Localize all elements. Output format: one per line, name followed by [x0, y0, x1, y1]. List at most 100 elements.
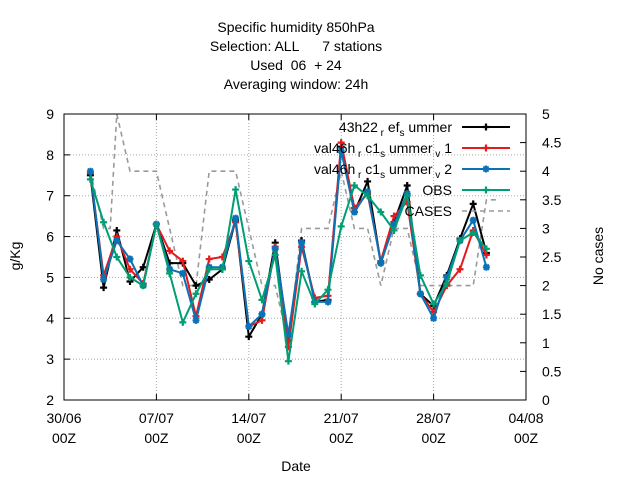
series-point-0	[245, 333, 253, 341]
series-point-0	[139, 263, 147, 271]
series-point-3	[403, 192, 411, 200]
y2-tick-label: 2	[542, 278, 550, 294]
y2-tick-label: 3	[542, 220, 550, 236]
series-point-2	[337, 147, 345, 155]
series-point-0	[100, 284, 108, 292]
y2-tick-label: 0	[542, 392, 550, 408]
series-point-0	[469, 200, 477, 208]
y2-tick-label: 1	[542, 335, 550, 351]
legend-label-2: val46h r c1s ummer v 2	[314, 161, 452, 181]
series-point-2	[258, 310, 266, 318]
series-point-3	[271, 251, 279, 259]
series-point-3	[126, 273, 134, 281]
series-point-1	[456, 265, 464, 273]
x-tick-label-date: 07/07	[139, 410, 174, 426]
legend-marker-2	[482, 165, 490, 173]
series-point-3	[284, 357, 292, 365]
series-point-2	[100, 275, 108, 283]
y-tick-label: 2	[46, 392, 54, 408]
series-point-3	[443, 280, 451, 288]
series-point-3	[469, 228, 477, 236]
y2-tick-label: 0.5	[542, 363, 562, 379]
series-point-3	[430, 300, 438, 308]
series-point-2	[390, 220, 398, 228]
series-point-2	[179, 269, 187, 277]
series-point-2	[482, 263, 490, 271]
series-point-2	[416, 290, 424, 298]
series-point-3	[179, 318, 187, 326]
chart-title: Specific humidity 850hPa Selection: ALL …	[210, 19, 382, 92]
series-point-3	[245, 257, 253, 265]
series-layer	[86, 139, 490, 365]
y2-axis-label: No cases	[590, 227, 606, 285]
x-tick-label-hour: 00Z	[144, 430, 169, 446]
legend-marker-0	[482, 123, 490, 131]
series-point-3	[86, 175, 94, 183]
series-point-3	[205, 265, 213, 273]
y-axis-label: g/Kg	[7, 242, 23, 271]
series-point-3	[456, 237, 464, 245]
series-point-3	[100, 218, 108, 226]
y-tick-label: 8	[46, 147, 54, 163]
title-line-2: Selection: ALL 7 stations	[210, 38, 382, 54]
series-point-3	[482, 245, 490, 253]
series-point-2	[364, 188, 372, 196]
series-point-2	[166, 265, 174, 273]
y-tick-label: 6	[46, 229, 54, 245]
axes: 2 3 4 5 6 7 8 9 0 0.5 1 1.5 2 2.5 3 3.5 4 4.5 5 30/06 00Z 07/…	[46, 106, 561, 446]
cases-layer	[89, 113, 500, 343]
series-point-3	[258, 296, 266, 304]
series-point-2	[469, 216, 477, 224]
series-point-2	[298, 239, 306, 247]
series-point-3	[139, 282, 147, 290]
series-point-2	[430, 314, 438, 322]
series-point-3	[364, 192, 372, 200]
x-tick-label-hour: 00Z	[422, 430, 447, 446]
series-point-3	[337, 222, 345, 230]
legend-label-4: CASES	[405, 203, 452, 219]
series-point-3	[311, 300, 319, 308]
series-point-1	[205, 255, 213, 263]
x-tick-label-hour: 00Z	[514, 430, 539, 446]
x-tick-label-hour: 00Z	[329, 430, 354, 446]
series-point-2	[245, 322, 253, 330]
series-point-1	[258, 316, 266, 324]
series-point-1	[337, 139, 345, 147]
series-point-1	[166, 247, 174, 255]
y-tick-label: 3	[46, 351, 54, 367]
series-point-1	[179, 257, 187, 265]
y-tick-label: 7	[46, 188, 54, 204]
series-point-3	[298, 267, 306, 275]
y-tick-label: 5	[46, 269, 54, 285]
series-point-2	[86, 167, 94, 175]
series-point-2	[271, 245, 279, 253]
series-point-2	[192, 316, 200, 324]
grid	[64, 114, 526, 400]
legend-label-3: OBS	[422, 182, 452, 198]
series-point-2	[284, 331, 292, 339]
series-point-3	[192, 290, 200, 298]
x-tick-label-date: 28/07	[416, 410, 451, 426]
series-point-0	[403, 182, 411, 189]
series-point-1	[390, 212, 398, 220]
series-point-3	[350, 182, 358, 189]
y2-tick-label: 2.5	[542, 249, 562, 265]
legend-label-1: val46h r c1s ummer v 1	[314, 140, 452, 160]
title-line-3: Used 06 + 24	[250, 57, 342, 73]
series-point-3	[218, 265, 226, 273]
y2-tick-label: 4.5	[542, 135, 562, 151]
y-tick-label: 4	[46, 310, 54, 326]
series-point-3	[324, 286, 332, 294]
series-point-3	[152, 220, 160, 228]
y2-tick-label: 4	[542, 163, 550, 179]
x-axis-label: Date	[281, 458, 311, 474]
series-point-2	[113, 237, 121, 245]
x-tick-label-date: 14/07	[231, 410, 266, 426]
y-tick-label: 9	[46, 106, 54, 122]
y2-tick-label: 5	[542, 106, 550, 122]
y2-tick-label: 1.5	[542, 306, 562, 322]
series-point-3	[377, 208, 385, 216]
series-point-3	[416, 271, 424, 279]
x-tick-label-date: 04/08	[508, 410, 543, 426]
